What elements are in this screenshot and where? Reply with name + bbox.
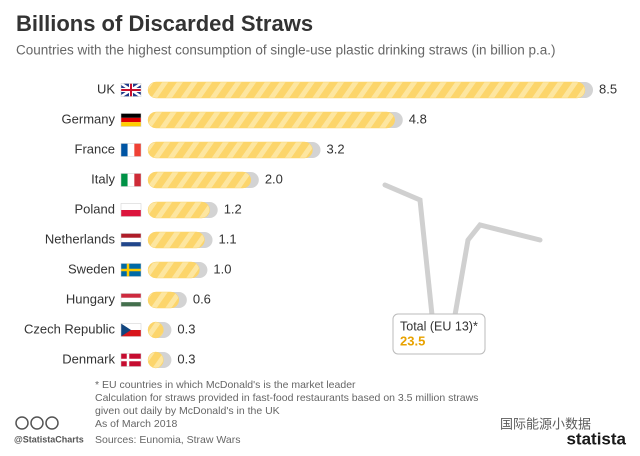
- value-label: 0.3: [177, 321, 195, 336]
- category-label: Poland: [75, 201, 115, 216]
- flag-icon: [120, 82, 142, 98]
- flag: [127, 143, 135, 157]
- category-label: Denmark: [62, 351, 115, 366]
- flag-border: [120, 323, 142, 337]
- flag: [121, 297, 141, 303]
- flag: [121, 203, 141, 210]
- annotation-box: [392, 313, 486, 355]
- flag-icon: [120, 143, 142, 157]
- bar: [147, 291, 180, 309]
- flag-border: [120, 113, 142, 127]
- flag: [121, 263, 141, 277]
- credit: @StatistaCharts: [14, 434, 84, 444]
- flag: [127, 173, 135, 187]
- value-label: 3.2: [327, 141, 345, 156]
- flag-border: [120, 203, 142, 217]
- bar: [147, 141, 313, 159]
- bar: [147, 201, 210, 219]
- flag-icon: [120, 173, 142, 187]
- flag: [121, 122, 141, 127]
- bar: [147, 81, 586, 99]
- flag-icon: [120, 353, 142, 367]
- value-label: 0.6: [193, 291, 211, 306]
- straw-illustration: [382, 182, 543, 318]
- bar: [147, 261, 200, 279]
- flag: [121, 83, 141, 97]
- watermark: 国际能源小数据: [500, 416, 591, 431]
- chart-title: Billions of Discarded Straws: [16, 11, 313, 36]
- value-label: 8.5: [599, 81, 617, 96]
- value-label: 1.2: [224, 201, 242, 216]
- value-label: 4.8: [409, 111, 427, 126]
- flag: [121, 330, 141, 337]
- flag: [134, 173, 141, 187]
- flag-border: [120, 263, 142, 277]
- flag: [134, 143, 141, 157]
- value-label: 1.0: [213, 261, 231, 276]
- flag-icon: [120, 293, 142, 307]
- footnote: * EU countries in which McDonald's is th…: [95, 379, 356, 391]
- category-label: Germany: [62, 111, 116, 126]
- flag: [121, 293, 141, 298]
- chart-subtitle: Countries with the highest consumption o…: [16, 43, 556, 58]
- bar: [147, 351, 164, 369]
- category-label: Hungary: [66, 291, 116, 306]
- license-icons: [15, 416, 59, 430]
- flag: [121, 302, 141, 307]
- bar: [147, 111, 396, 129]
- source: Sources: Eunomia, Straw Wars: [95, 434, 241, 446]
- flag: [121, 323, 131, 337]
- flag: [121, 353, 141, 367]
- flag-border: [120, 293, 142, 307]
- category-label: UK: [97, 81, 115, 96]
- flag-icon: [120, 233, 142, 247]
- category-label: Czech Republic: [24, 321, 116, 336]
- flag: [121, 143, 128, 157]
- bar: [147, 231, 205, 249]
- flag-icon: [120, 323, 142, 337]
- bar: [147, 171, 252, 189]
- flag: [121, 210, 141, 217]
- category-label: Italy: [91, 171, 115, 186]
- category-label: Netherlands: [45, 231, 116, 246]
- flag-icon: [120, 113, 142, 127]
- flag-icon: [120, 263, 142, 277]
- footnote: Calculation for straws provided in fast-…: [95, 392, 478, 404]
- value-label: 2.0: [265, 171, 283, 186]
- flag: [121, 233, 141, 238]
- category-label: France: [75, 141, 115, 156]
- value-label: 1.1: [219, 231, 237, 246]
- flag-border: [120, 143, 142, 157]
- flag: [121, 173, 128, 187]
- brand-logo: statista: [566, 429, 626, 448]
- flag: [121, 117, 141, 123]
- flag: [121, 242, 141, 247]
- annotation-value: 23.5: [400, 333, 425, 348]
- flag-border: [120, 353, 142, 367]
- flag: [121, 113, 141, 118]
- footnote: As of March 2018: [95, 418, 177, 430]
- flag-icon: [120, 203, 142, 217]
- bar: [147, 321, 164, 339]
- footnote: given out daily by McDonald's in the UK: [95, 405, 280, 417]
- flag-border: [120, 233, 142, 247]
- annotation-text: Total (EU 13)*: [400, 319, 478, 333]
- flag: [121, 323, 141, 330]
- flag: [121, 237, 141, 243]
- flag-border: [120, 83, 142, 97]
- category-label: Sweden: [68, 261, 115, 276]
- flag-border: [120, 173, 142, 187]
- value-label: 0.3: [177, 351, 195, 366]
